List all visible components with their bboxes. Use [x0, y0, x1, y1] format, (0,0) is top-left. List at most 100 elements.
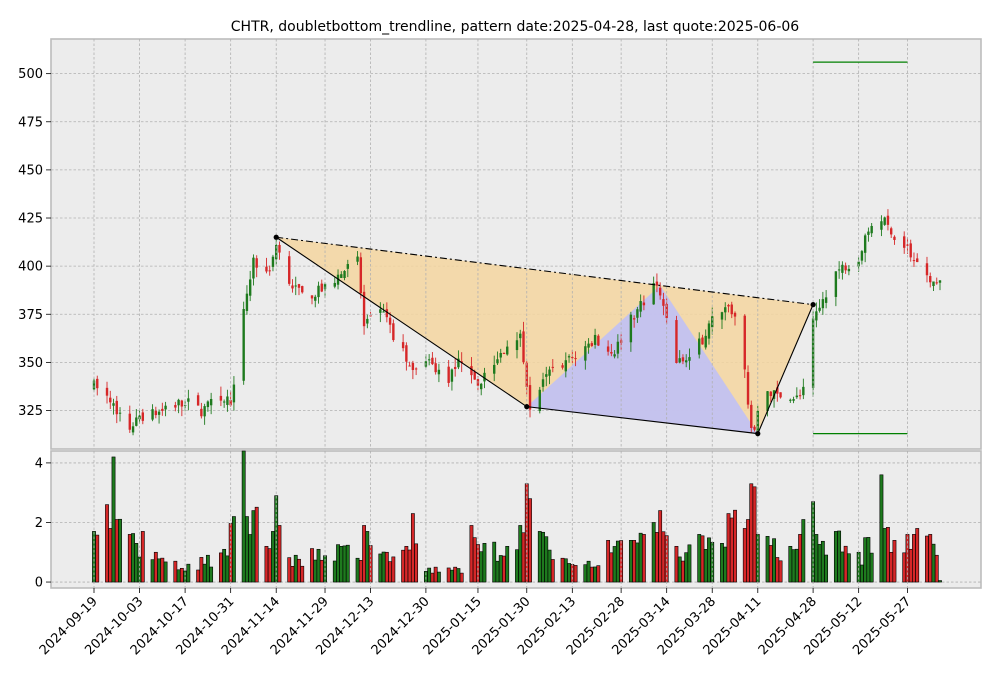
candle-body	[242, 309, 245, 381]
candle-body	[135, 417, 138, 426]
candle-body	[528, 385, 532, 410]
volume-bar	[345, 544, 350, 583]
volume-bar	[938, 580, 942, 583]
candle-body	[385, 309, 389, 318]
volume-bar	[310, 548, 314, 583]
volume-bar	[794, 548, 799, 583]
volume-bar	[316, 548, 321, 583]
volume-bar	[342, 545, 347, 583]
volume-bar	[410, 513, 415, 583]
candle-body	[359, 257, 363, 294]
volume-bar	[391, 556, 396, 583]
price-tick-label: 475	[18, 115, 43, 130]
candle-body	[727, 304, 730, 307]
volume-bar	[778, 560, 783, 583]
volume-bar	[388, 561, 393, 583]
volume-bar	[912, 534, 916, 583]
volume-bar	[277, 525, 282, 583]
candle-body	[522, 331, 525, 363]
candle-body	[405, 345, 408, 362]
volume-bar	[225, 555, 230, 583]
candle-body	[538, 389, 541, 411]
candle-body	[906, 244, 909, 246]
candle-body	[597, 335, 600, 346]
candle-body	[750, 404, 753, 428]
candle-body	[880, 221, 883, 230]
volume-bar	[414, 543, 419, 583]
candle-body	[401, 342, 405, 349]
candle-body	[574, 358, 577, 360]
candle-body	[226, 396, 229, 405]
candle-body	[802, 386, 805, 396]
candle-body	[382, 311, 385, 313]
candle-body	[925, 263, 929, 276]
candle-body	[681, 357, 685, 362]
candle-body	[883, 217, 886, 225]
candle-body	[847, 268, 851, 272]
candle-body	[698, 338, 701, 355]
volume-bar	[749, 483, 754, 583]
volume-bar	[427, 567, 432, 583]
candle-body	[294, 285, 297, 287]
candle-body	[746, 372, 750, 405]
volume-bar	[502, 555, 506, 583]
volume-bar	[153, 551, 158, 583]
volume-bar	[589, 566, 594, 583]
volume-bar	[928, 534, 933, 583]
candle-body	[551, 366, 554, 368]
candle-body	[795, 395, 799, 398]
volume-bar	[219, 552, 223, 583]
volume-bar	[892, 540, 897, 583]
price-tick-label: 400	[18, 260, 43, 275]
volume-bar	[313, 559, 318, 583]
candle-body	[929, 276, 932, 283]
volume-bar	[495, 560, 500, 583]
candle-body	[271, 256, 275, 267]
candle-body	[154, 410, 158, 416]
volume-bar	[446, 567, 451, 583]
candle-body	[730, 304, 733, 315]
candle-body	[837, 269, 841, 271]
volume-bar	[515, 549, 519, 583]
volume-bar	[707, 537, 711, 583]
volume-bar	[290, 565, 295, 583]
volume-bars	[92, 450, 942, 583]
candle-body	[561, 365, 564, 368]
candle-body	[525, 362, 528, 388]
candle-body	[541, 379, 545, 387]
volume-bar	[437, 571, 441, 583]
volume-bar	[798, 534, 802, 583]
volume-bar	[655, 532, 659, 583]
volume-bar	[934, 554, 939, 583]
candle-body	[131, 426, 135, 433]
candle-body	[496, 359, 499, 364]
pattern-point	[810, 302, 816, 308]
price-tick-label: 375	[18, 308, 43, 323]
volume-bar	[384, 551, 389, 583]
candle-body	[301, 286, 304, 293]
volume-bar	[681, 560, 685, 583]
volume-bar	[456, 568, 461, 583]
candle-body	[515, 340, 519, 351]
volume-bar	[355, 557, 360, 583]
volume-bar	[869, 552, 874, 583]
volume-bar	[134, 543, 139, 583]
candle-body	[688, 357, 691, 361]
volume-bar	[111, 456, 116, 583]
candle-body	[903, 236, 906, 248]
volume-bar	[179, 567, 184, 583]
volume-bar	[677, 556, 682, 583]
volume-bar	[163, 561, 168, 583]
volume-bar	[537, 531, 542, 583]
candle-body	[96, 378, 99, 389]
candle-body	[317, 285, 320, 298]
price-tick-label: 500	[18, 67, 43, 82]
candle-body	[704, 335, 707, 348]
double-bottom-path	[275, 236, 814, 435]
volume-bar	[733, 509, 737, 583]
volume-bar	[241, 450, 246, 583]
candle-body	[483, 372, 486, 382]
candle-body	[567, 356, 571, 358]
candle-body	[675, 320, 678, 363]
candle-body	[314, 296, 317, 301]
